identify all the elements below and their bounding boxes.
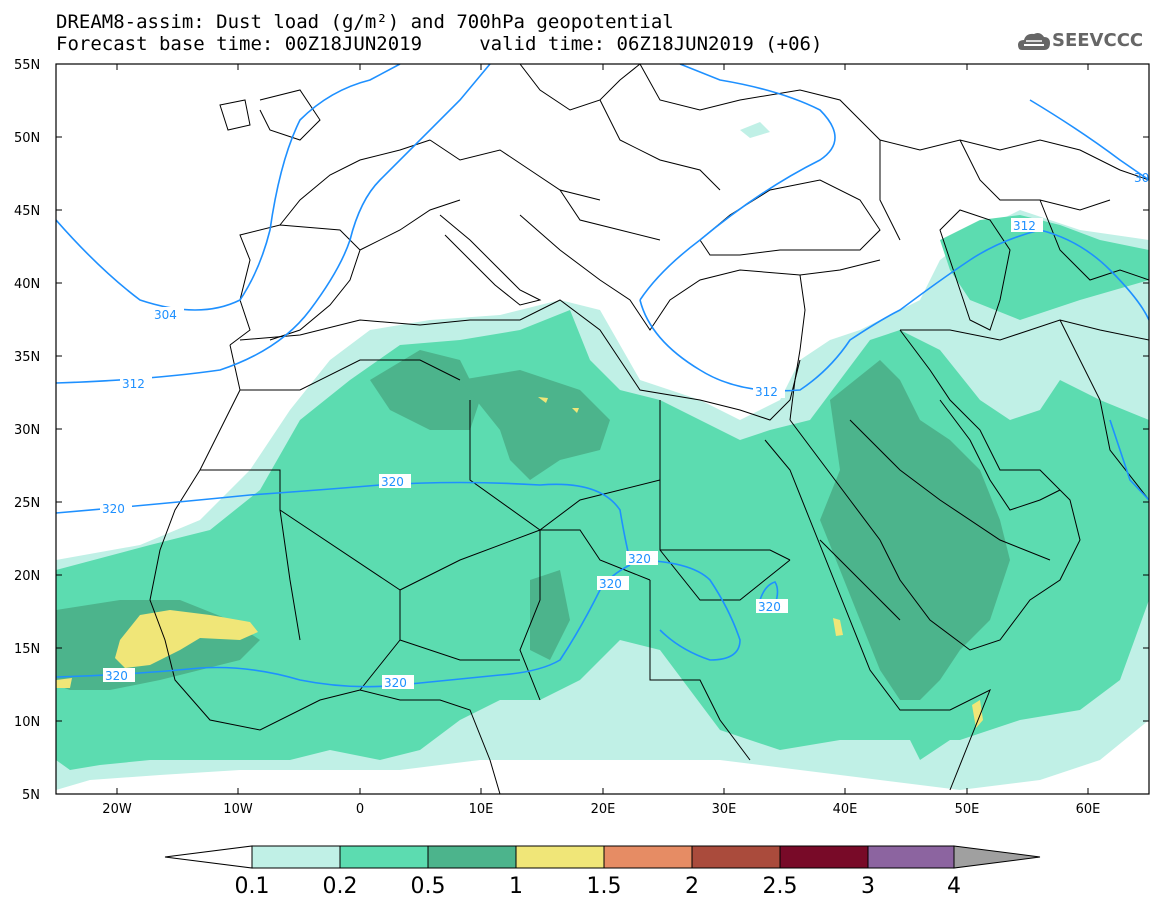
lon-label: 10W [223,802,253,817]
lon-label: 50E [955,802,980,817]
lon-label: 10E [469,802,494,817]
colorbar-label: 0.2 [323,874,358,899]
lon-label: 0 [356,802,364,817]
contour-label: 312 [122,377,145,391]
colorbar-label: 0.5 [411,874,446,899]
lon-label: 30E [712,802,737,817]
dust-layer-1 [56,397,983,728]
lon-label: 20E [591,802,616,817]
colorbar: 0.1 0.2 0.5 1 1.5 2 2.5 3 4 [164,845,1041,899]
lat-label: 25N [14,496,40,511]
longitude-labels: 20W 10W 0 10E 20E 30E 40E 50E 60E [102,802,1100,817]
lat-label: 5N [22,788,40,803]
lat-label: 50N [14,131,40,146]
colorbar-swatch [867,845,955,869]
contour-label: 320 [599,577,622,591]
contour-label: 320 [381,475,404,489]
colorbar-swatch [691,845,781,869]
coastlines [149,64,1149,794]
colorbar-swatch [251,845,341,869]
contour-label: 312 [755,385,778,399]
contour-label: 320 [105,669,128,683]
lat-label: 45N [14,204,40,219]
colorbar-label: 1.5 [587,874,622,899]
contour-labels: 304 312 312 312 320 320 320 320 320 320 … [100,171,1149,690]
colorbar-upper-arrow [953,845,1041,869]
contour-label: 320 [384,676,407,690]
colorbar-swatch [515,845,605,869]
map-title: DREAM8-assim: Dust load (g/m²) and 700hP… [56,11,674,33]
contour-label: 320 [758,600,781,614]
lat-label: 40N [14,277,40,292]
longitude-axis [116,64,1089,794]
lon-label: 20W [102,802,132,817]
contour-label: 30 [1134,171,1149,185]
geopotential-contours [56,64,1149,688]
colorbar-label: 0.1 [235,874,270,899]
contour-label: 312 [1013,219,1036,233]
cloud-icon [1018,33,1050,50]
colorbar-swatch [779,845,869,869]
lat-label: 35N [14,350,40,365]
colorbar-swatch [603,845,693,869]
colorbar-swatch [427,845,517,869]
lat-label: 15N [14,642,40,657]
lat-label: 55N [14,58,40,73]
colorbar-label: 2.5 [763,874,798,899]
latitude-labels: 55N 50N 45N 40N 35N 30N 25N 20N 15N 10N … [14,58,40,803]
lon-label: 60E [1076,802,1101,817]
colorbar-label: 1 [509,874,523,899]
contour-label: 320 [102,502,125,516]
lat-label: 10N [14,715,40,730]
contour-label: 320 [628,552,651,566]
colorbar-swatch [339,845,429,869]
contour-label: 304 [154,308,177,322]
colorbar-label: 4 [947,874,961,899]
colorbar-lower-arrow [164,845,253,869]
logo-text: SEEVCCC [1052,30,1144,51]
latitude-axis [56,63,1149,795]
lat-label: 30N [14,423,40,438]
colorbar-label: 2 [685,874,699,899]
lon-label: 40E [833,802,858,817]
lat-label: 20N [14,569,40,584]
forecast-time: Forecast base time: 00Z18JUN2019 valid t… [56,33,823,55]
colorbar-label: 3 [861,874,875,899]
